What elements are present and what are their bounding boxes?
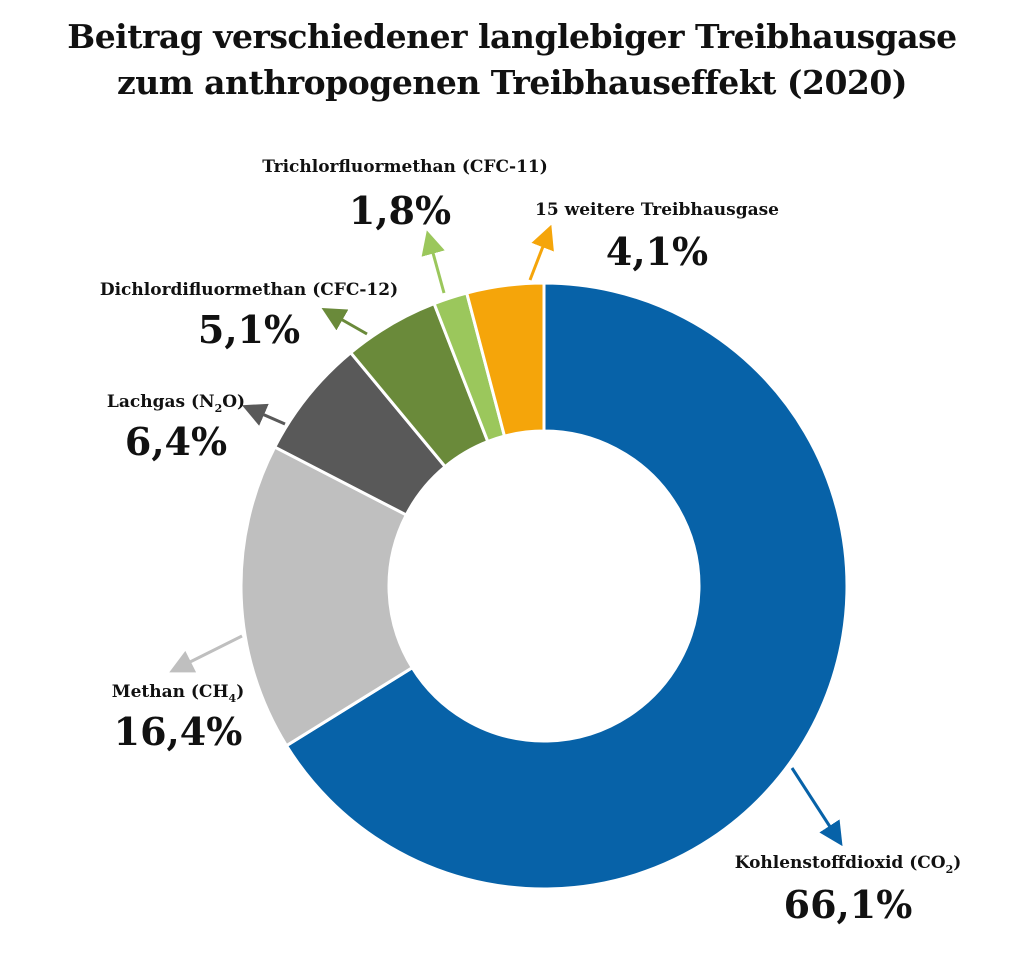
slice-co2 (284, 281, 849, 891)
slice-label-cfc12: Dichlordifluormethan (CFC-12) (100, 280, 398, 300)
chart-title-line-2: zum anthropogenen Treibhauseffekt (2020) (117, 63, 907, 102)
slice-value-co2: 66,1% (784, 882, 913, 927)
slice-label-n2o: Lachgas (N2O) (107, 392, 245, 415)
slice-other (464, 281, 546, 438)
slice-ch4 (239, 445, 415, 748)
label-arrows (169, 224, 843, 847)
chart-title-line-1: Beitrag verschiedener langlebiger Treibh… (67, 17, 957, 56)
slice-label-co2: Kohlenstoffdioxid (CO2) (735, 853, 962, 876)
arrow-co2 (790, 767, 843, 847)
arrow-ch4 (169, 634, 243, 673)
slice-value-ch4: 16,4% (114, 709, 243, 754)
arrow-cfc11 (421, 230, 446, 294)
slice-labels: Kohlenstoffdioxid (CO2) 66,1% Methan (CH4)… (100, 157, 961, 927)
slice-value-cfc12: 5,1% (198, 307, 300, 352)
donut-slices (239, 281, 849, 891)
slice-value-cfc11: 1,8% (349, 188, 451, 233)
slice-label-other: 15 weitere Treibhausgase (535, 200, 779, 220)
chart-title: Beitrag verschiedener langlebiger Treibh… (0, 14, 1024, 106)
slice-value-other: 4,1% (606, 229, 708, 274)
arrow-cfc12 (321, 308, 368, 336)
arrow-n2o (242, 403, 286, 426)
slice-label-ch4: Methan (CH4) (112, 682, 244, 705)
slice-label-cfc11: Trichlorfluormethan (CFC-11) (262, 157, 548, 177)
slice-value-n2o: 6,4% (125, 419, 227, 464)
arrow-other (528, 224, 554, 281)
